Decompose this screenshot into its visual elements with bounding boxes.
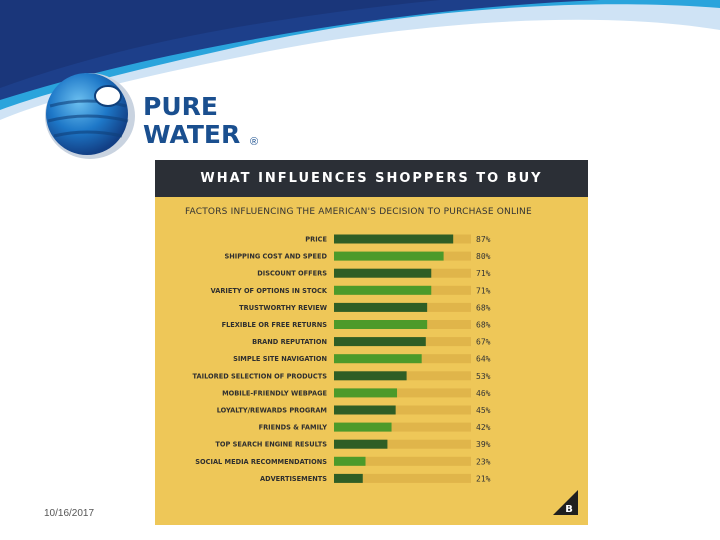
pure-water-logo-icon	[45, 73, 135, 159]
value-label: 80%	[476, 252, 491, 261]
value-label: 71%	[476, 286, 491, 295]
bar	[334, 371, 407, 381]
bar	[334, 473, 363, 483]
bar	[334, 388, 398, 398]
brand-mark-letter: B	[565, 504, 573, 515]
bar-track	[334, 473, 471, 483]
value-label: 53%	[476, 372, 491, 381]
bar	[334, 320, 428, 329]
bar-track	[334, 422, 471, 432]
infographic-header	[155, 160, 588, 197]
infographic-title: WHAT INFLUENCES SHOPPERS TO BUY	[200, 171, 543, 186]
category-label: LOYALTY/REWARDS PROGRAM	[217, 407, 327, 415]
value-label: 87%	[476, 235, 491, 244]
bar	[334, 234, 454, 244]
registered-mark: ®	[250, 136, 259, 148]
category-label: TRUSTWORTHY REVIEW	[239, 304, 328, 312]
value-label: 23%	[476, 457, 491, 466]
category-label: ADVERTISEMENTS	[260, 475, 327, 483]
bar	[334, 354, 422, 364]
slide-date: 10/16/2017	[44, 508, 95, 519]
category-label: TAILORED SELECTION OF PRODUCTS	[193, 372, 328, 380]
category-label: BRAND REPUTATION	[252, 338, 327, 346]
logo-text-water: WATER	[143, 120, 241, 149]
category-label: MOBILE-FRIENDLY WEBPAGE	[222, 389, 327, 397]
value-label: 68%	[476, 321, 491, 330]
infographic-panel: WHAT INFLUENCES SHOPPERS TO BUY FACTORS …	[155, 160, 588, 525]
bar	[334, 285, 432, 295]
category-label: FLEXIBLE OR FREE RETURNS	[222, 321, 328, 329]
bar-chart: PRICE 87% SHIPPING COST AND SPEED 80% DISCOU…	[193, 234, 578, 515]
value-label: 39%	[476, 440, 491, 449]
brand-mark-icon	[553, 490, 578, 515]
value-label: 42%	[476, 423, 491, 432]
category-label: DISCOUNT OFFERS	[257, 270, 327, 278]
category-label: SHIPPING COST AND SPEED	[224, 253, 327, 261]
bar-track	[334, 456, 471, 466]
value-label: 45%	[476, 406, 491, 415]
category-label: VARIETY OF OPTIONS IN STOCK	[211, 287, 328, 295]
bar	[334, 268, 432, 278]
category-label: FRIENDS & FAMILY	[259, 424, 328, 432]
value-label: 64%	[476, 355, 491, 364]
bar	[334, 302, 428, 312]
bar	[334, 337, 426, 347]
bar-track	[334, 405, 471, 415]
value-label: 67%	[476, 338, 491, 347]
logo-text-pure: PURE	[143, 92, 218, 121]
bar	[334, 439, 388, 449]
bar	[334, 251, 444, 261]
bar-track	[334, 388, 471, 398]
category-label: SOCIAL MEDIA RECOMMENDATIONS	[195, 458, 327, 466]
bar-track	[334, 439, 471, 449]
bar	[334, 405, 396, 415]
value-label: 21%	[476, 474, 491, 483]
value-label: 71%	[476, 269, 491, 278]
chart-subtitle: FACTORS INFLUENCING THE AMERICAN'S DECIS…	[185, 207, 532, 217]
value-label: 68%	[476, 303, 491, 312]
header-wave-decoration	[0, 0, 720, 120]
bar	[334, 422, 392, 432]
category-label: TOP SEARCH ENGINE RESULTS	[215, 441, 327, 449]
value-label: 46%	[476, 389, 491, 398]
category-label: SIMPLE SITE NAVIGATION	[233, 355, 327, 363]
category-label: PRICE	[305, 236, 327, 244]
bar	[334, 456, 366, 466]
